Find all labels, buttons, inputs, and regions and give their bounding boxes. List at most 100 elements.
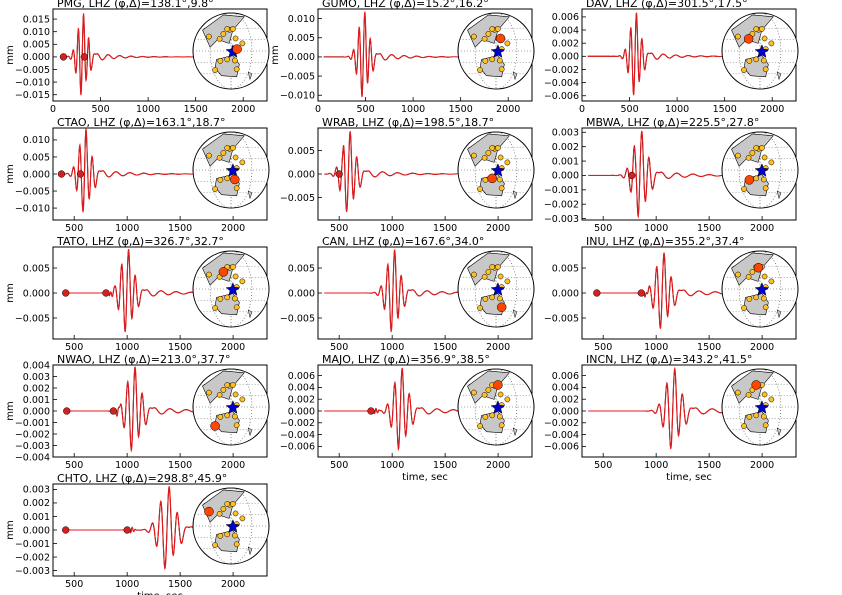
globe-station-dot xyxy=(481,391,488,398)
globe-land-asia xyxy=(467,370,510,404)
globe-station-dot xyxy=(496,295,503,302)
phase-pick-marker xyxy=(59,53,68,61)
globe-land-asia xyxy=(467,252,510,286)
globe-station-dot xyxy=(477,186,483,192)
globe-station-dot xyxy=(498,185,505,192)
panel-nwao: NWAO, LHZ (φ,Δ)=213.0°,37.7° −0.004−0.003… xyxy=(5,353,270,471)
y-axis-label: mm xyxy=(5,283,16,302)
y-tick-label: −0.005 xyxy=(280,313,315,324)
globe-station-dot xyxy=(481,154,488,161)
globe-station-dot xyxy=(216,35,223,42)
x-tick-label: 1500 xyxy=(168,342,192,353)
globe-station-dot xyxy=(233,185,240,192)
y-tick-label: −0.005 xyxy=(544,313,579,324)
x-tick-label: 2000 xyxy=(486,460,510,471)
y-tick-label: 0.000 xyxy=(552,288,579,299)
y-tick-label: 0.004 xyxy=(552,25,579,36)
globe-station-dot xyxy=(230,382,236,388)
globe-station-dot xyxy=(735,33,741,40)
y-tick-label: 0.006 xyxy=(288,371,315,382)
y-tick-label: −0.002 xyxy=(544,65,579,76)
globe-station-dot xyxy=(232,35,239,42)
globe-station-dot xyxy=(224,26,231,32)
y-tick-label: 0.000 xyxy=(288,288,315,299)
phase-pick-marker xyxy=(80,53,89,61)
current-station-marker xyxy=(210,421,220,431)
y-tick-label: 0.003 xyxy=(552,128,579,139)
globe-station-dot xyxy=(745,273,752,280)
globe-station-dot xyxy=(749,150,756,156)
globe-land-asia xyxy=(202,14,245,48)
x-tick-label: 1500 xyxy=(713,104,737,115)
globe-inset xyxy=(721,12,799,90)
y-tick-label: 0.000 xyxy=(552,171,579,182)
globe-inset xyxy=(721,368,799,446)
y-tick-label: −0.001 xyxy=(15,418,50,429)
y-tick-label: 0.004 xyxy=(23,360,50,371)
x-tick-label: 500 xyxy=(594,342,612,353)
current-station-marker xyxy=(204,506,214,517)
y-tick-label: −0.010 xyxy=(280,91,315,102)
y-tick-label: 0.000 xyxy=(288,406,315,417)
y-tick-label: −0.006 xyxy=(544,442,579,453)
globe-station-dot xyxy=(239,515,246,522)
y-axis-label: mm xyxy=(5,164,16,183)
current-station-marker xyxy=(487,173,497,184)
globe-station-dot xyxy=(217,296,224,302)
panel-inu: INU, LHZ (φ,Δ)=355.2°,37.4° −0.005 0.000 0.… xyxy=(544,235,799,353)
x-tick-label: 500 xyxy=(91,104,109,115)
globe-meridian-line xyxy=(738,250,782,328)
event-star-icon xyxy=(490,163,506,177)
globe-station-dot xyxy=(761,35,768,42)
globe-station-dot xyxy=(216,510,223,517)
y-axis-label: mm xyxy=(270,45,281,64)
event-star-icon xyxy=(490,400,506,414)
phase-pick-marker xyxy=(637,289,645,297)
globe-station-dot xyxy=(217,533,224,539)
globe-station-dot xyxy=(232,510,239,517)
panel-title: INCN, LHZ (φ,Δ)=343.2°,41.5° xyxy=(586,353,752,366)
y-tick-label: 0.015 xyxy=(23,14,50,25)
globe-station-dot xyxy=(760,57,767,64)
x-tick-label: 1500 xyxy=(433,460,457,471)
globe-station-dot xyxy=(762,185,769,192)
current-station-marker xyxy=(493,380,503,390)
y-tick-label: 0.010 xyxy=(23,27,50,38)
y-axis-label: mm xyxy=(5,401,16,420)
globe-station-dot xyxy=(477,423,483,429)
globe-station-dot xyxy=(230,26,236,32)
globe-meridian-line xyxy=(474,368,518,446)
y-tick-label: 0.003 xyxy=(23,372,50,383)
y-tick-label: 0.000 xyxy=(288,169,315,180)
globe-meridian-line xyxy=(738,368,782,446)
x-tick-label: 2000 xyxy=(231,104,255,115)
globe-station-dot xyxy=(762,304,769,311)
globe-station-dot xyxy=(753,56,760,63)
y-tick-label: 0.000 xyxy=(23,169,50,180)
phase-pick-marker xyxy=(102,289,110,297)
globe-station-dot xyxy=(233,66,240,73)
panel-incn: INCN, LHZ (φ,Δ)=343.2°,41.5° −0.006−0.004… xyxy=(544,353,799,483)
globe-station-dot xyxy=(761,154,768,161)
globe-station-dot xyxy=(746,296,753,302)
x-tick-label: 2000 xyxy=(221,223,245,234)
y-tick-label: 0.005 xyxy=(288,146,315,157)
globe-station-dot xyxy=(230,501,236,507)
current-station-marker xyxy=(218,267,229,277)
globe-meridian-line xyxy=(738,12,782,90)
x-tick-label: 1500 xyxy=(168,460,192,471)
globe-land-newzealand xyxy=(247,190,253,200)
y-tick-label: −0.001 xyxy=(544,185,579,196)
globe-land-asia xyxy=(202,370,245,404)
y-tick-label: 0.001 xyxy=(552,156,579,167)
globe-station-dot xyxy=(746,58,753,64)
globe-meridian-line xyxy=(474,250,518,328)
globe-station-dot xyxy=(761,391,768,398)
x-tick-label: 1000 xyxy=(644,342,668,353)
globe-station-dot xyxy=(495,26,501,32)
globe-station-dot xyxy=(753,294,760,301)
globe-station-dot xyxy=(232,273,239,280)
globe-station-dot xyxy=(477,67,483,73)
x-tick-label: 2000 xyxy=(750,223,774,234)
